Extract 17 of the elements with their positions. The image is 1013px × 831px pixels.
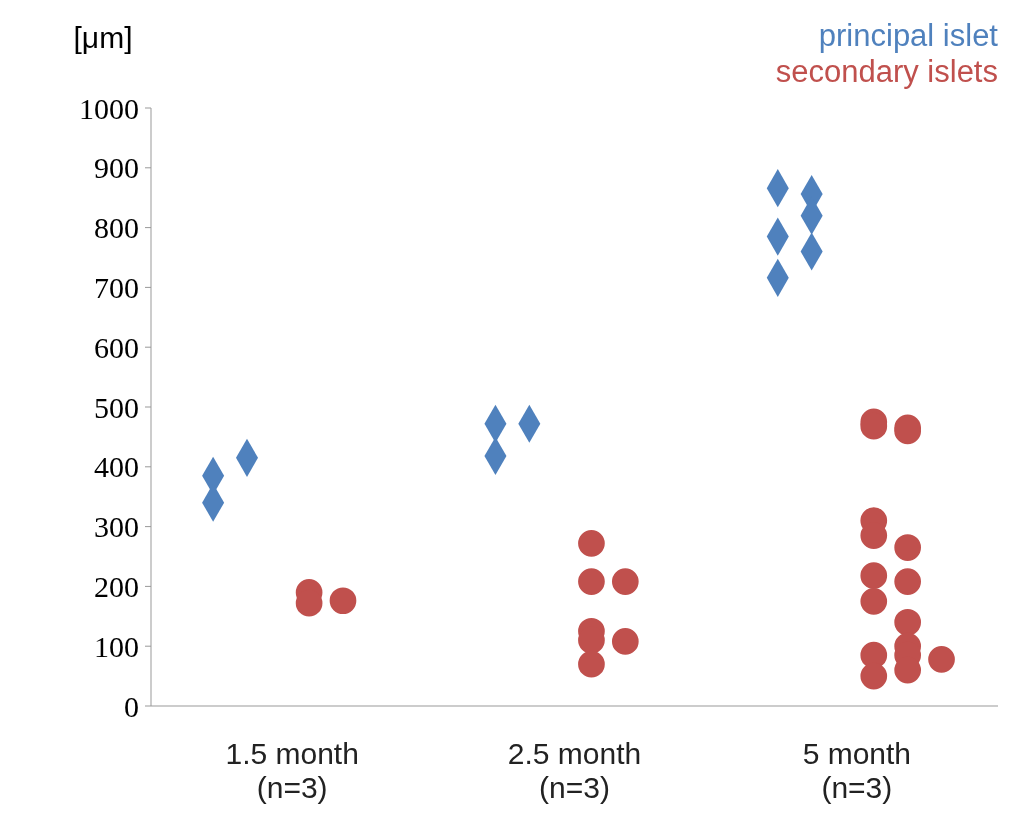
- x-tick-label: 1.5 month (n=3): [225, 737, 359, 804]
- y-tick-label: 300: [94, 510, 139, 544]
- y-tick-label: 100: [94, 629, 139, 663]
- y-tick-label: 400: [94, 450, 139, 484]
- text: secondary islets: [775, 54, 998, 89]
- y-tick-label: 900: [94, 151, 139, 185]
- y-tick-label: 700: [94, 270, 139, 304]
- y-tick-label: 0: [124, 689, 139, 723]
- y-tick-label: 1000: [79, 91, 139, 125]
- y-tick-label: 500: [94, 390, 139, 424]
- x-tick-label: 5 month (n=3): [802, 737, 912, 804]
- x-tick-label: 2.5 month (n=3): [507, 737, 642, 804]
- y-tick-label: 800: [94, 211, 139, 245]
- y-tick-label: 200: [94, 569, 139, 603]
- text: principal islet: [818, 18, 999, 53]
- y-axis-title: [μm]: [73, 21, 133, 54]
- y-tick-label: 600: [94, 330, 139, 364]
